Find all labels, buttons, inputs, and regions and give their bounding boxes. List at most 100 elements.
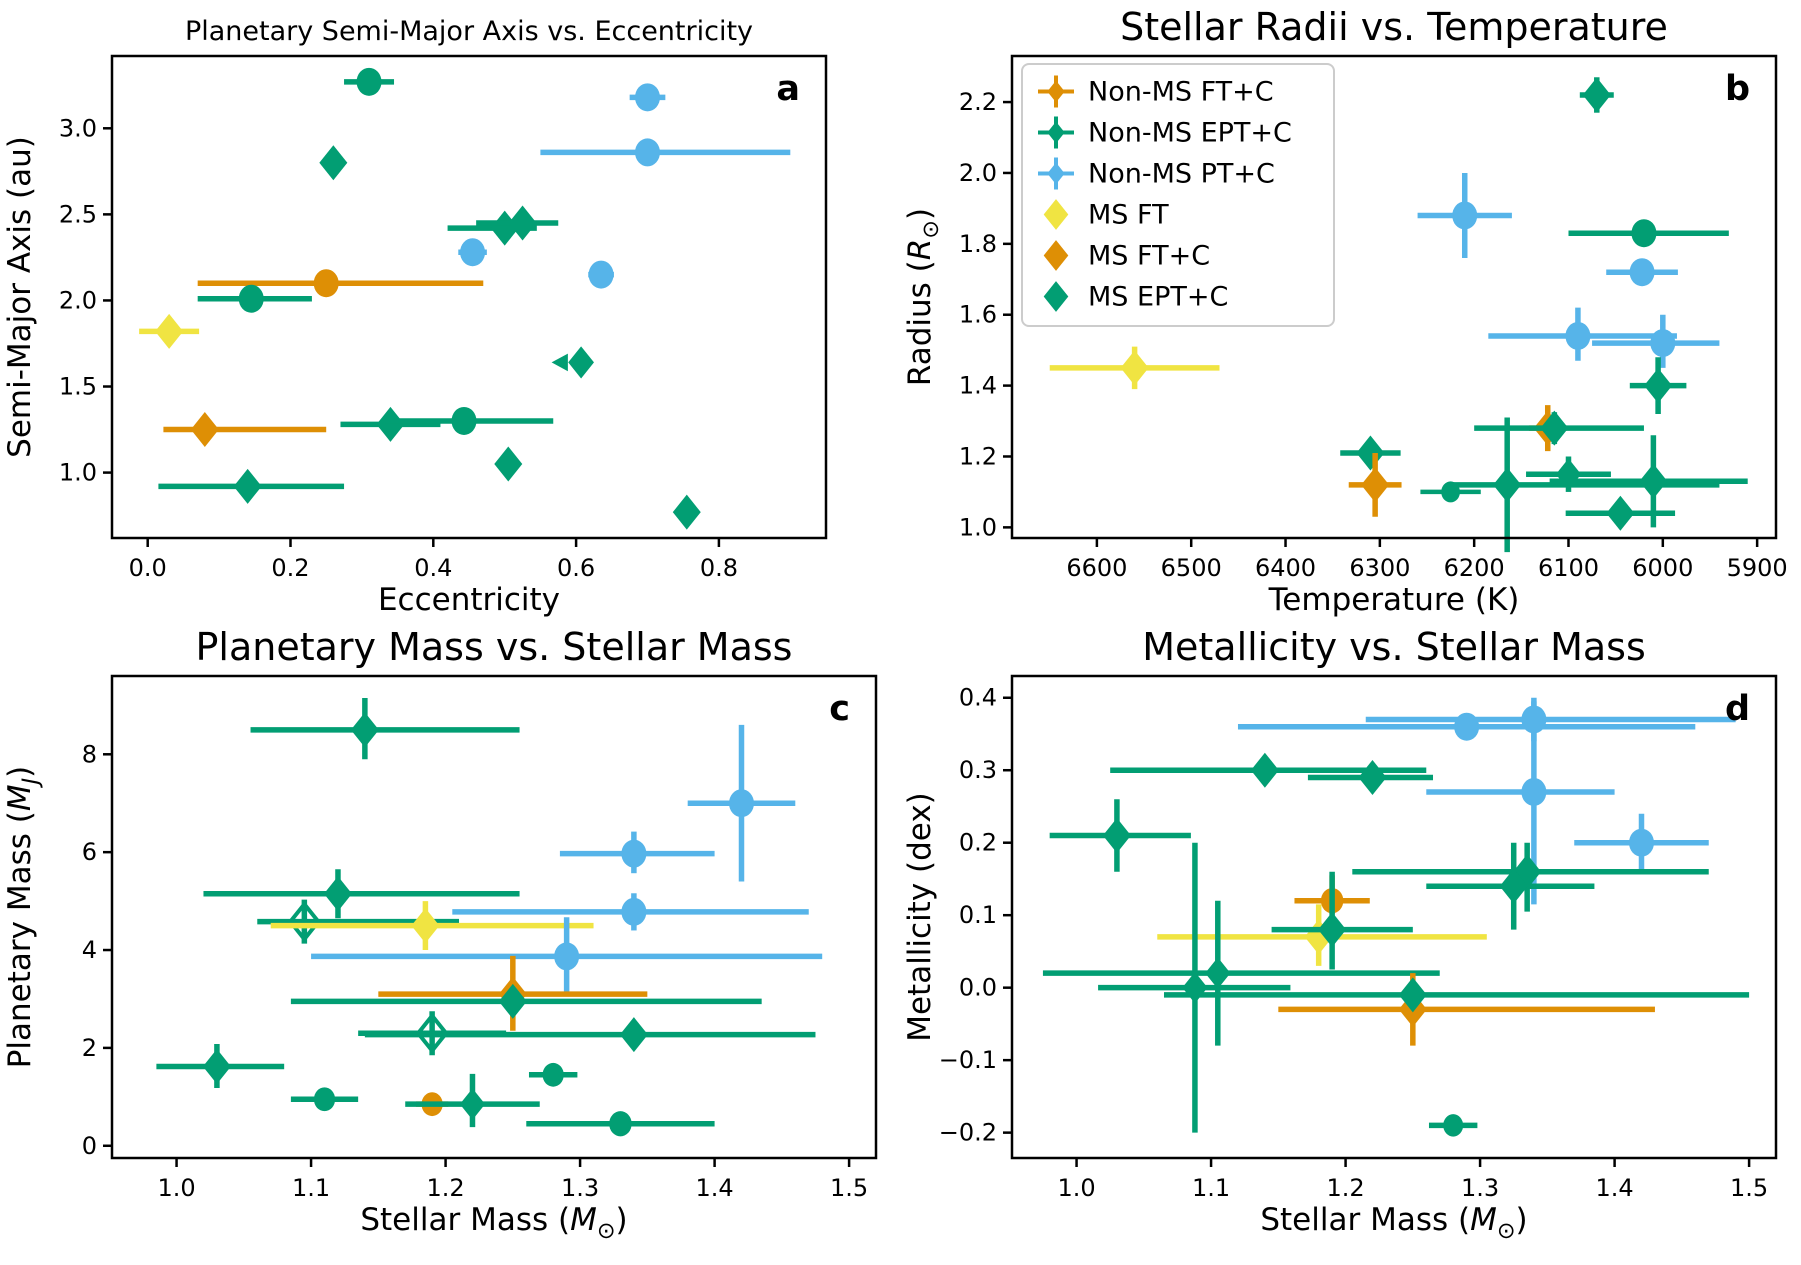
data-point-circle	[313, 1087, 336, 1112]
y-tick-label: 4	[82, 936, 97, 964]
data-point-diamond	[202, 1048, 231, 1084]
x-axis-label: Stellar Mass (M⊙)	[360, 1202, 627, 1244]
data-point-diamond	[319, 145, 348, 181]
legend-marker-diamond	[1043, 240, 1069, 271]
y-tick-label: 2.5	[59, 200, 97, 228]
data-point-diamond	[1606, 495, 1635, 531]
panel-a-svg: 0.0 0.2 0.4 0.6 0.8 1.0 1.5 2.0 2.5 3.0 Eccentrici…	[0, 6, 900, 626]
panel-c: 1.0 1.1 1.2 1.3 1.4 1.5 0 2 4 6 8 Stellar Mass (M⊙)…	[0, 625, 900, 1246]
data-point-diamond	[459, 1088, 486, 1120]
y-tick-label: 0.2	[959, 829, 997, 857]
legend-marker-diamond	[1047, 162, 1065, 185]
data-point-diamond	[568, 346, 594, 379]
data-point-circle	[451, 406, 477, 435]
y-tick-label: 0.0	[959, 974, 997, 1002]
data-point-circle	[728, 789, 754, 818]
data-point-diamond	[233, 468, 262, 504]
data-point-diamond	[1540, 410, 1569, 446]
data-point-diamond	[619, 1017, 648, 1053]
data-point-circle	[1452, 201, 1478, 230]
data-point-circle	[1629, 258, 1655, 287]
legend-label: MS FT	[1088, 200, 1169, 231]
x-tick-label: 0.4	[414, 554, 452, 582]
y-axis-label: Metallicity (dex)	[902, 792, 938, 1042]
legend-marker-diamond	[1043, 199, 1069, 230]
x-tick-label: 1.4	[696, 1174, 734, 1202]
legend-marker-diamond	[1047, 80, 1065, 103]
panel-letter: c	[829, 689, 850, 729]
x-axis-label: Temperature (K)	[1268, 582, 1520, 618]
x-tick-label: 1.4	[1596, 1174, 1634, 1202]
x-tick-label: 1.3	[561, 1174, 599, 1202]
x-tick-label: 6100	[1538, 554, 1599, 582]
x-tick-label: 1.1	[292, 1174, 330, 1202]
panel-title: Stellar Radii vs. Temperature	[1120, 6, 1668, 49]
x-tick-label: 5900	[1727, 554, 1788, 582]
panel-b: 6600 6500 6400 6300 6200 6100 6000 5900 1.0 1.2 1.…	[900, 5, 1800, 626]
data-point-circle	[1521, 777, 1547, 806]
x-tick-label: 1.2	[1326, 1174, 1364, 1202]
data-point-diamond	[1182, 971, 1208, 1004]
data-point-circle	[635, 83, 660, 112]
data-point-circle	[635, 138, 660, 167]
y-axis-label: Semi-Major Axis (au)	[2, 136, 38, 458]
legend-label: Non-MS FT+C	[1088, 77, 1274, 108]
data-point-circle	[1631, 219, 1657, 248]
axes-frame	[1010, 54, 1778, 540]
data-point-diamond	[323, 876, 352, 912]
x-tick-label: 1.0	[157, 1174, 195, 1202]
x-tick-label: 0.2	[271, 554, 309, 582]
y-tick-label: 0	[82, 1132, 97, 1160]
data-point-circle	[621, 839, 647, 868]
data-point-circle	[1628, 828, 1654, 857]
x-tick-label: 1.2	[426, 1174, 464, 1202]
data-point-diamond	[494, 446, 523, 482]
x-tick-label: 6500	[1161, 554, 1222, 582]
data-point-circle	[356, 67, 382, 96]
data-point-triangle-left	[551, 353, 568, 372]
x-tick-label: 0.0	[129, 554, 167, 582]
legend-label: Non-MS EPT+C	[1088, 118, 1292, 149]
x-tick-label: 6400	[1255, 554, 1316, 582]
data-point-circle	[542, 1062, 564, 1087]
data-point-diamond	[1361, 467, 1390, 503]
y-tick-label: −0.2	[939, 1119, 997, 1147]
data-point-circle	[1650, 329, 1676, 358]
x-tick-label: 1.5	[1730, 1174, 1768, 1202]
y-tick-label: 3.0	[59, 114, 97, 142]
data-point-circle	[554, 942, 580, 971]
y-axis-label: Radius (R⊙)	[902, 208, 944, 386]
data-point-diamond	[1358, 759, 1387, 795]
x-tick-label: 1.1	[1192, 1174, 1230, 1202]
data-point-diamond	[1250, 752, 1279, 788]
axes-frame	[1010, 674, 1778, 1160]
legend-marker-diamond	[1043, 281, 1069, 312]
panel-background	[0, 6, 900, 626]
y-tick-label: 1.6	[959, 301, 997, 329]
data-point-diamond	[1205, 957, 1231, 989]
panel-d-chart: 1.0 1.1 1.2 1.3 1.4 1.5 −0.2 −0.1 0.0 0.1 0.2 0.3 0.…	[900, 625, 1800, 1250]
data-point-diamond	[376, 406, 405, 442]
data-point-circle	[1441, 481, 1460, 503]
data-point-diamond	[190, 412, 219, 448]
panel-c-svg: 1.0 1.1 1.2 1.3 1.4 1.5 0 2 4 6 8 Stellar Mass (M⊙)…	[0, 625, 900, 1246]
y-tick-label: −0.1	[939, 1046, 997, 1074]
data-point-diamond	[1318, 912, 1347, 948]
y-tick-label: 2	[82, 1034, 97, 1062]
panel-c-chart: 1.0 1.1 1.2 1.3 1.4 1.5 0 2 4 6 8 Stellar Mass (M⊙)…	[0, 625, 900, 1250]
y-tick-label: 2.0	[59, 286, 97, 314]
y-tick-label: 2.0	[959, 159, 997, 187]
axes-frame	[110, 674, 878, 1160]
data-point-diamond	[411, 908, 440, 944]
panel-title: Metallicity vs. Stellar Mass	[1142, 626, 1646, 669]
legend-label: MS EPT+C	[1088, 282, 1228, 313]
x-axis-label: Eccentricity	[378, 582, 560, 618]
data-point-diamond	[1102, 817, 1131, 853]
y-tick-label: 1.0	[59, 459, 97, 487]
y-tick-label: 1.4	[959, 372, 997, 400]
legend-marker-diamond	[1047, 121, 1065, 144]
data-point-diamond	[1493, 467, 1522, 503]
data-point-circle	[1565, 321, 1591, 350]
panel-background	[0, 626, 900, 1246]
panel-d: 1.0 1.1 1.2 1.3 1.4 1.5 −0.2 −0.1 0.0 0.1 0.2 0.3 0.…	[900, 625, 1800, 1246]
